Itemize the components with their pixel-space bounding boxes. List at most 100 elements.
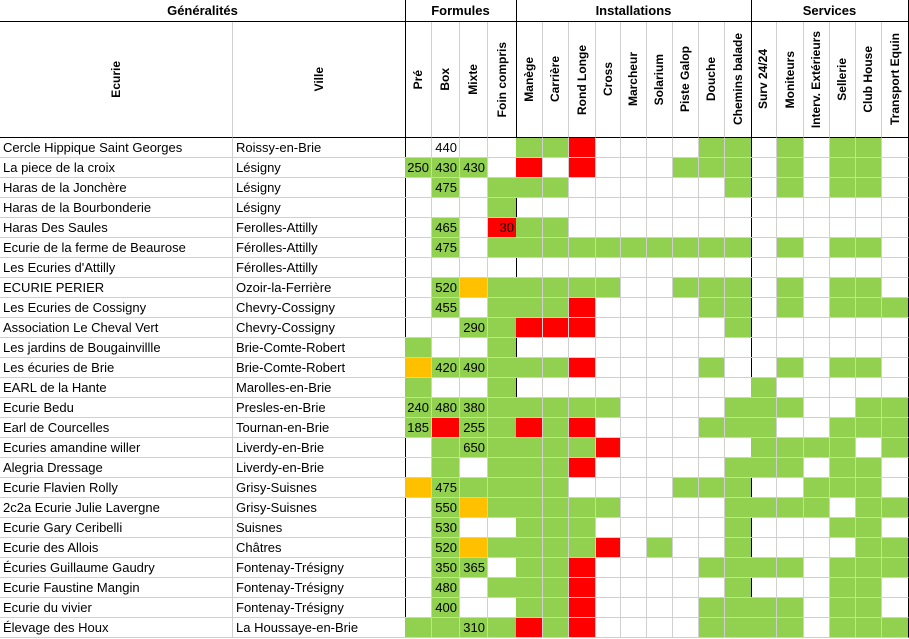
feature-cell bbox=[830, 598, 856, 618]
feature-cell bbox=[882, 618, 909, 638]
feature-cell bbox=[882, 238, 909, 258]
formula-cell bbox=[488, 338, 517, 358]
stable-name: Élevage des Houx bbox=[0, 618, 233, 638]
formula-cell bbox=[432, 418, 460, 438]
feature-cell bbox=[804, 438, 830, 458]
formula-cell bbox=[488, 238, 517, 258]
formula-cell bbox=[488, 458, 517, 478]
feature-cell bbox=[647, 578, 673, 598]
feature-cell bbox=[673, 218, 699, 238]
stable-name: Haras Des Saules bbox=[0, 218, 233, 238]
formula-cell: 310 bbox=[460, 618, 488, 638]
feature-cell bbox=[516, 498, 543, 518]
feature-cell bbox=[699, 358, 725, 378]
feature-cell bbox=[647, 418, 673, 438]
feature-cell bbox=[699, 458, 725, 478]
formula-cell bbox=[432, 258, 460, 278]
feature-cell bbox=[516, 218, 543, 238]
feature-cell bbox=[621, 298, 647, 318]
formula-cell bbox=[460, 258, 488, 278]
feature-cell bbox=[621, 498, 647, 518]
feature-cell bbox=[804, 258, 830, 278]
feature-cell bbox=[621, 598, 647, 618]
formula-cell bbox=[432, 338, 460, 358]
feature-cell bbox=[856, 538, 882, 558]
feature-cell bbox=[647, 338, 673, 358]
formula-cell bbox=[405, 218, 432, 238]
feature-cell bbox=[725, 518, 752, 538]
column-header-text: Ecurie bbox=[108, 61, 123, 98]
feature-cell bbox=[647, 278, 673, 298]
feature-cell bbox=[516, 278, 543, 298]
formula-cell bbox=[432, 458, 460, 478]
feature-cell bbox=[621, 518, 647, 538]
feature-cell bbox=[725, 458, 752, 478]
group-header: Services bbox=[751, 0, 909, 22]
feature-cell bbox=[882, 358, 909, 378]
feature-cell bbox=[751, 438, 777, 458]
feature-cell bbox=[596, 398, 621, 418]
feature-cell bbox=[882, 498, 909, 518]
feature-cell bbox=[751, 138, 777, 158]
feature-cell bbox=[830, 438, 856, 458]
column-header: Carrière bbox=[543, 22, 569, 138]
feature-cell bbox=[543, 438, 569, 458]
feature-cell bbox=[882, 398, 909, 418]
formula-cell bbox=[432, 618, 460, 638]
stable-name: Earl de Courcelles bbox=[0, 418, 233, 438]
feature-cell bbox=[543, 578, 569, 598]
feature-cell bbox=[596, 478, 621, 498]
formula-cell: 255 bbox=[460, 418, 488, 438]
feature-cell bbox=[830, 278, 856, 298]
feature-cell bbox=[647, 498, 673, 518]
feature-cell bbox=[804, 478, 830, 498]
feature-cell bbox=[673, 258, 699, 278]
feature-cell bbox=[569, 458, 596, 478]
feature-cell bbox=[725, 598, 752, 618]
formula-cell: 650 bbox=[460, 438, 488, 458]
feature-cell bbox=[804, 278, 830, 298]
feature-cell bbox=[882, 538, 909, 558]
column-header-text: Sellerie bbox=[835, 58, 849, 101]
formula-cell bbox=[405, 598, 432, 618]
feature-cell bbox=[882, 278, 909, 298]
formula-cell bbox=[405, 318, 432, 338]
formula-cell bbox=[432, 198, 460, 218]
stable-name: Alegria Dressage bbox=[0, 458, 233, 478]
feature-cell bbox=[569, 578, 596, 598]
feature-cell bbox=[673, 238, 699, 258]
formula-cell bbox=[405, 618, 432, 638]
feature-cell bbox=[882, 318, 909, 338]
feature-cell bbox=[569, 618, 596, 638]
formula-cell: 440 bbox=[432, 138, 460, 158]
feature-cell bbox=[569, 558, 596, 578]
feature-cell bbox=[725, 298, 752, 318]
city: Férolles-Attilly bbox=[233, 258, 406, 278]
feature-cell bbox=[725, 478, 752, 498]
feature-cell bbox=[856, 318, 882, 338]
feature-cell bbox=[725, 538, 752, 558]
formula-cell bbox=[488, 418, 517, 438]
feature-cell bbox=[751, 258, 777, 278]
stable-name: Les Ecuries d'Attilly bbox=[0, 258, 233, 278]
feature-cell bbox=[856, 618, 882, 638]
feature-cell bbox=[673, 518, 699, 538]
feature-cell bbox=[596, 538, 621, 558]
formula-cell bbox=[488, 278, 517, 298]
column-header-text: Carrière bbox=[548, 56, 562, 103]
formula-cell bbox=[405, 258, 432, 278]
feature-cell bbox=[882, 138, 909, 158]
feature-cell bbox=[699, 538, 725, 558]
feature-cell bbox=[830, 218, 856, 238]
formula-cell: 490 bbox=[460, 358, 488, 378]
feature-cell bbox=[647, 438, 673, 458]
feature-cell bbox=[543, 398, 569, 418]
feature-cell bbox=[725, 338, 752, 358]
column-header: Interv. Extérieurs bbox=[804, 22, 830, 138]
feature-cell bbox=[569, 178, 596, 198]
feature-cell bbox=[882, 598, 909, 618]
feature-cell bbox=[882, 578, 909, 598]
stable-name: Ecurie Flavien Rolly bbox=[0, 478, 233, 498]
feature-cell bbox=[777, 398, 804, 418]
feature-cell bbox=[725, 318, 752, 338]
